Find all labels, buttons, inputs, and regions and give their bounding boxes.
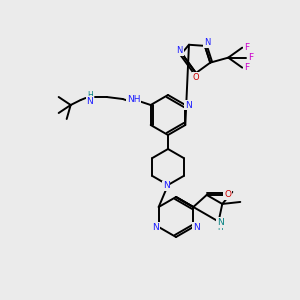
Text: H: H <box>87 91 93 100</box>
Text: N: N <box>193 223 200 232</box>
Text: N: N <box>86 97 93 106</box>
Text: F: F <box>244 63 249 72</box>
Text: N: N <box>185 100 192 109</box>
Text: F: F <box>244 43 249 52</box>
Text: F: F <box>248 53 253 62</box>
Text: N: N <box>204 38 210 47</box>
Text: O: O <box>224 190 231 200</box>
Text: N: N <box>152 223 159 232</box>
Text: NH: NH <box>127 95 140 104</box>
Text: N: N <box>176 46 183 55</box>
Text: H: H <box>218 223 224 232</box>
Text: N: N <box>217 218 224 227</box>
Text: N: N <box>163 182 170 190</box>
Text: O: O <box>193 73 199 82</box>
